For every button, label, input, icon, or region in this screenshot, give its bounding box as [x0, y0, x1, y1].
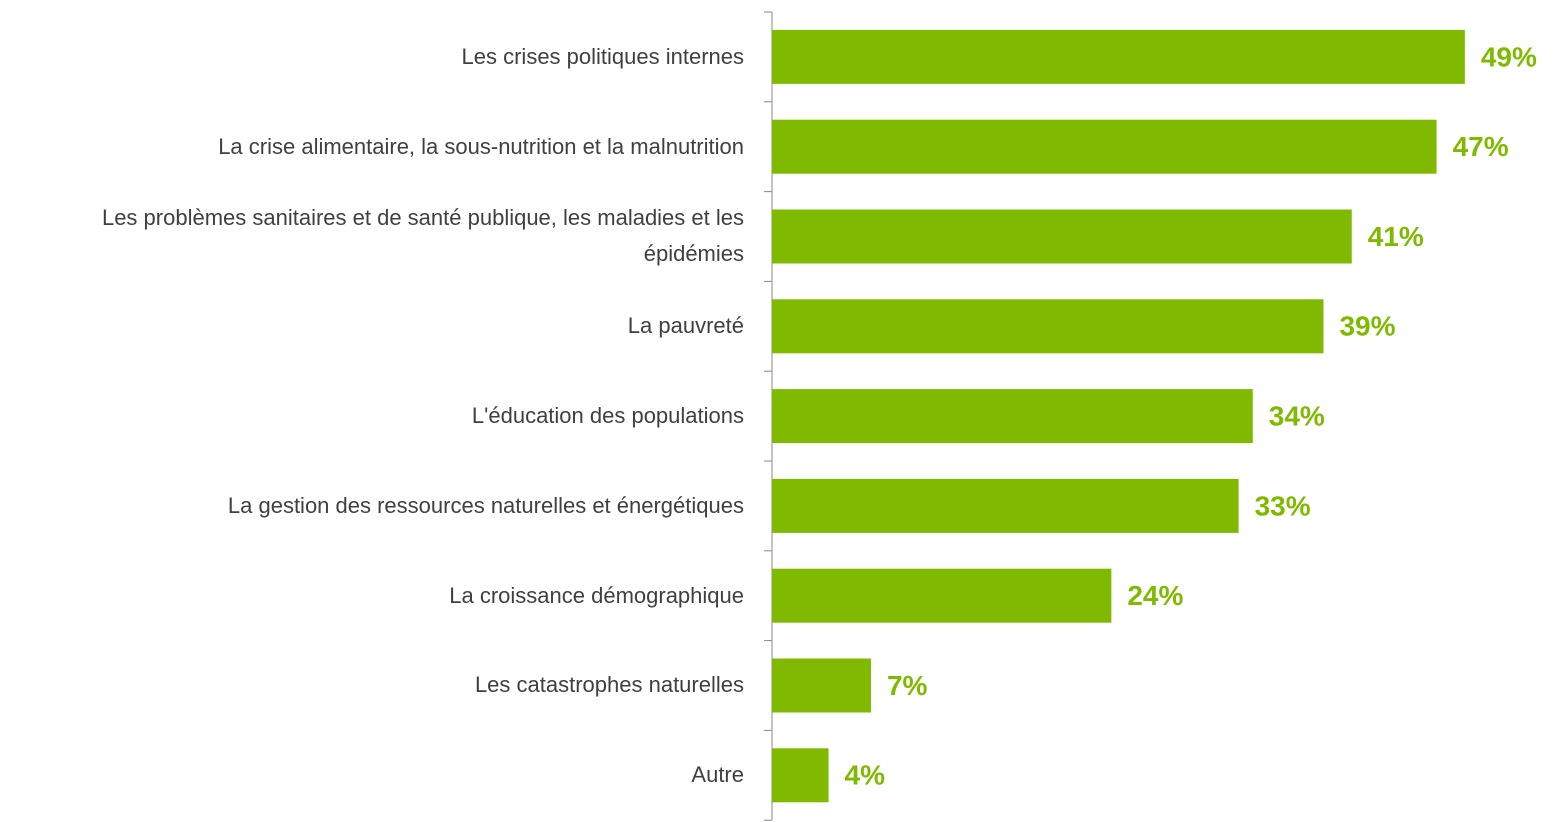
value-label: 39% [1339, 311, 1395, 342]
category-label: La croissance démographique [449, 582, 744, 608]
value-label: 34% [1269, 400, 1325, 431]
bar [772, 209, 1352, 264]
value-label: 7% [887, 670, 928, 701]
value-label: 24% [1127, 580, 1183, 611]
bar [772, 29, 1465, 84]
bar [772, 389, 1253, 444]
value-label: 4% [845, 760, 886, 791]
value-label: 41% [1368, 221, 1424, 252]
category-label: L'éducation des populations [471, 403, 744, 429]
value-label: 47% [1453, 131, 1509, 162]
bar [772, 658, 871, 713]
bar [772, 748, 829, 803]
bar [772, 299, 1324, 354]
category-label: Autre [691, 762, 744, 788]
value-label: 33% [1255, 490, 1311, 521]
bar [772, 478, 1239, 533]
bar [772, 119, 1437, 174]
category-label: La gestion des ressources naturelles et … [227, 492, 744, 518]
category-label: La crise alimentaire, la sous-nutrition … [218, 133, 744, 159]
value-label: 49% [1481, 41, 1537, 72]
category-label: Les problèmes sanitaires et de santé pub… [101, 205, 744, 267]
bar [772, 568, 1112, 623]
category-label: Les catastrophes naturelles [474, 672, 744, 698]
category-label: Les crises politiques internes [461, 43, 744, 69]
category-label: La pauvreté [627, 313, 744, 339]
